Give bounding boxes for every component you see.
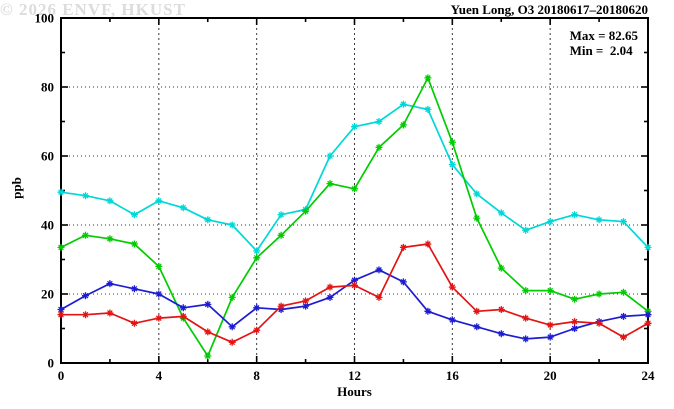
svg-text:4: 4 <box>156 368 163 383</box>
chart-title: Yuen Long, O3 20180617–20180620 <box>450 2 648 17</box>
svg-text:40: 40 <box>41 218 54 233</box>
series-cyan-markers <box>57 100 652 255</box>
watermark: © 2026 ENVF, HKUST <box>0 0 186 19</box>
series-green-markers <box>57 74 652 360</box>
max-min-annotation: Max = 82.65 Min = 2.04 <box>570 28 638 58</box>
series-red-markers <box>57 240 652 346</box>
svg-text:60: 60 <box>41 149 54 164</box>
svg-text:16: 16 <box>446 368 460 383</box>
y-axis-label: ppb <box>9 177 24 199</box>
axis-ticks <box>60 17 649 364</box>
svg-text:100: 100 <box>35 11 55 26</box>
svg-text:80: 80 <box>41 80 54 95</box>
x-axis-label: Hours <box>337 384 372 399</box>
svg-text:8: 8 <box>253 368 260 383</box>
svg-text:24: 24 <box>642 368 656 383</box>
svg-text:20: 20 <box>41 287 54 302</box>
tick-labels: 0 4 8 12 16 20 24 0 20 40 60 80 100 <box>35 11 656 384</box>
max-value-label: Max = 82.65 <box>569 28 638 43</box>
svg-text:0: 0 <box>48 356 55 371</box>
svg-text:12: 12 <box>348 368 361 383</box>
svg-text:20: 20 <box>544 368 557 383</box>
svg-text:0: 0 <box>58 368 65 383</box>
min-value-label: Min = 2.04 <box>569 43 633 58</box>
